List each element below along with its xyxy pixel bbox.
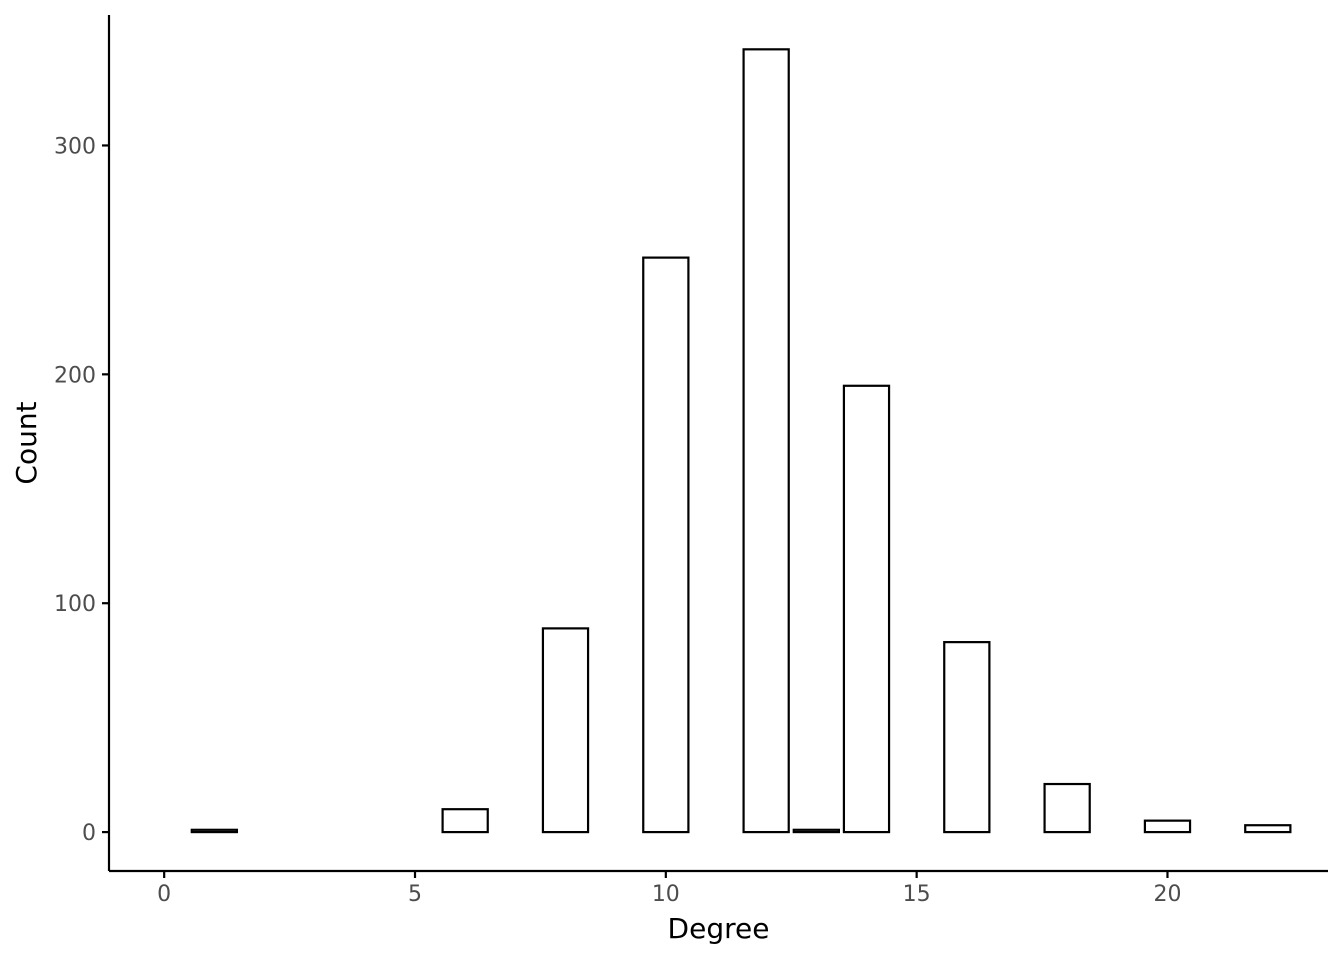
x-axis-ticks: 0 5 10 15 20 — [157, 871, 1181, 907]
x-axis-title: Degree — [668, 912, 770, 945]
bar-degree-22 — [1244, 824, 1292, 834]
y-axis-title: Count — [10, 401, 43, 484]
bar-degree-20 — [1143, 819, 1192, 834]
bar-degree-6 — [441, 808, 489, 834]
y-axis-ticks: 0 100 200 300 — [54, 134, 109, 846]
bar-degree-8 — [541, 627, 590, 834]
y-tick-label: 200 — [54, 363, 96, 388]
bars-group — [190, 48, 1292, 834]
bar-degree-14 — [842, 384, 891, 834]
x-tick-label: 5 — [408, 882, 422, 907]
x-tick-label: 0 — [157, 882, 171, 907]
x-tick-label: 15 — [903, 882, 931, 907]
bar-degree-18 — [1043, 782, 1091, 834]
bar-degree-16 — [943, 641, 991, 834]
y-tick-label: 100 — [54, 592, 96, 617]
bar-degree-10 — [642, 256, 690, 834]
x-tick-label: 10 — [652, 882, 680, 907]
bar-degree-1 — [190, 828, 239, 834]
bar-degree-12 — [742, 48, 790, 834]
y-tick-label: 0 — [82, 821, 96, 846]
x-tick-label: 20 — [1153, 882, 1181, 907]
bar-degree-13 — [792, 828, 840, 834]
y-tick-label: 300 — [54, 134, 96, 159]
